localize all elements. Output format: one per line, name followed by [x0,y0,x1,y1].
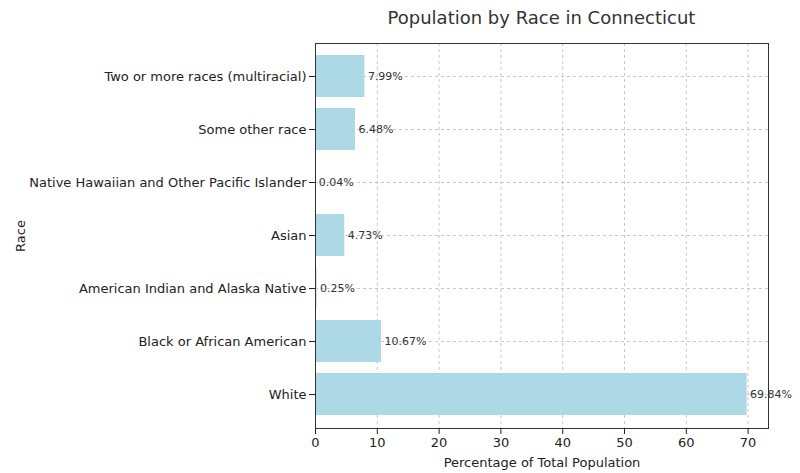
svg-text:40: 40 [554,435,571,450]
svg-text:20: 20 [431,435,448,450]
svg-text:60: 60 [678,435,695,450]
svg-text:Some other race: Some other race [198,122,306,137]
svg-text:Native Hawaiian and Other Paci: Native Hawaiian and Other Pacific Island… [29,175,307,190]
html-text:Population by Race in Connecti: Population by Race in Connecticut [387,7,696,28]
svg-text:30: 30 [493,435,510,450]
svg-text:Race: Race [13,220,28,252]
svg-text:Black or African American: Black or African American [138,334,306,349]
svg-text:Two or more races (multiracial: Two or more races (multiracial) [103,69,306,84]
svg-text:6.48%: 6.48% [359,123,394,136]
svg-text:50: 50 [616,435,633,450]
svg-text:70: 70 [740,435,757,450]
svg-text:7.99%: 7.99% [368,70,403,83]
svg-text:0.04%: 0.04% [319,176,354,189]
svg-text:69.84%: 69.84% [750,388,792,401]
svg-text:10.67%: 10.67% [384,335,426,348]
svg-text:American Indian and Alaska Nat: American Indian and Alaska Native [79,281,307,296]
svg-text:0.25%: 0.25% [320,282,355,295]
svg-text:Percentage of Total Population: Percentage of Total Population [444,455,641,470]
svg-text:0: 0 [311,435,319,450]
svg-text:White: White [269,387,307,402]
svg-text:Asian: Asian [271,228,306,243]
svg-text:10: 10 [369,435,386,450]
svg-text:4.73%: 4.73% [348,229,383,242]
